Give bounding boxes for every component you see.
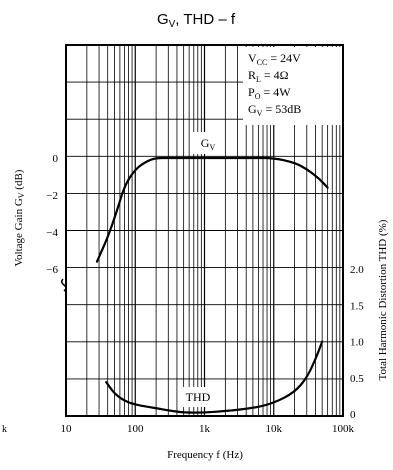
y-right-tick-label: 1.5 [350,300,364,312]
thd-series-label: THD [186,390,211,404]
y-axis-left-label: Voltage Gain GV (dB) [13,169,26,266]
gv-series-label: GV [201,136,216,152]
x-axis-label: Frequency f (Hz) [167,449,243,461]
series-layer [95,156,329,414]
stray-left-label: k [2,424,7,435]
x-tick-label: 100 [127,423,144,435]
gv-series-label-bg [193,132,223,154]
y-right-tick-label: 0 [350,409,356,421]
series-line-thd [105,340,324,414]
x-tick-label: 10 [61,423,73,435]
chart-title-main: G [157,11,169,28]
y-right-tick-label: 1.0 [350,337,364,349]
plot-frame [65,44,344,417]
x-tick-label: 100k [332,423,355,435]
chart-title-rest: , THD – f [175,11,236,28]
axis-break-mark [60,278,67,292]
y-right-tick-label: 0.5 [350,373,364,385]
condition-line: RL = 4Ω [248,68,289,84]
y-left-tick-label: 0 [53,153,59,165]
condition-line: GV = 53dB [248,102,301,118]
chart-title: GV, THD – f [157,11,236,30]
y-left-tick-label: −2 [46,190,58,202]
x-tick-label: 10k [266,423,283,435]
x-tick-label: 1k [199,423,211,435]
y-right-tick-label: 2.0 [350,264,364,276]
y-axis-right-label: Total Harmonic Distortion THD (%) [377,219,389,380]
series-line-gv [95,156,329,263]
thd-series-label-bg [178,387,218,407]
condition-line: PO = 4W [248,85,291,101]
y-left-tick-label: −4 [46,227,58,239]
chart-title-sub: V [169,19,176,30]
y-left-tick-label: −6 [46,264,58,276]
condition-line: VCC = 24V [248,51,301,67]
conditions-box [243,47,342,125]
tick-labels: 10 100 1k 10k 100k 0 −2 −4 −6 0 0.5 1.0 1.5 2.0 [46,153,364,435]
